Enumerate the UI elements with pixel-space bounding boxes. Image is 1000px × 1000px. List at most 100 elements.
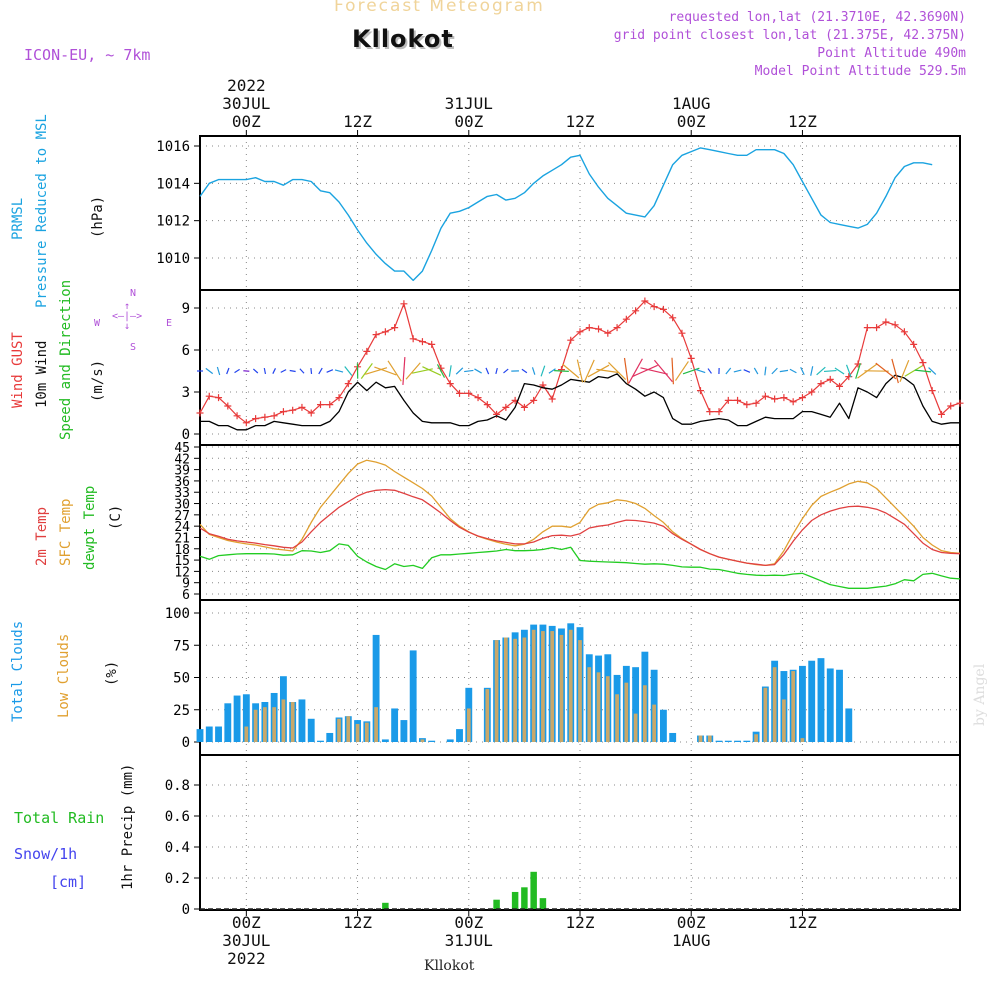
wind-arrow-icon: [682, 367, 700, 375]
y-tick-label: 9: [182, 577, 190, 592]
low-cloud-bar: [541, 631, 545, 742]
gust-marker: [483, 401, 491, 409]
wind-arrow-icon: [562, 363, 580, 379]
wind-arrow-icon: [272, 368, 277, 374]
gust-marker: [808, 388, 816, 396]
info-requested: requested lon,lat (21.3710E, 42.3690N): [668, 10, 966, 25]
gust-marker: [196, 409, 204, 417]
gust-marker: [678, 329, 686, 337]
time-label: 12Z: [565, 913, 595, 932]
gust-marker: [298, 403, 306, 411]
total-cloud-bar: [326, 732, 334, 742]
wind-arrow-icon: [205, 367, 214, 375]
wind-arrow-icon: [608, 361, 627, 381]
footer-station: Kllokot: [424, 958, 475, 974]
wind-arrow-icon: [365, 367, 388, 375]
gust-marker: [465, 389, 473, 397]
wind-arrow-icon: [891, 358, 899, 384]
dewpt-line: [199, 543, 961, 589]
low-cloud-bar: [772, 667, 777, 742]
gust-marker: [919, 359, 927, 367]
gust-marker: [761, 392, 769, 400]
total-cloud-bar: [317, 740, 324, 742]
wind-arrow-icon: [387, 360, 402, 382]
time-label: 30JUL: [222, 94, 271, 113]
gust-marker: [910, 340, 918, 348]
gust-marker: [706, 408, 714, 416]
gust-marker: [817, 380, 825, 388]
station-title: Kllokot: [352, 25, 454, 53]
low-cloud-bar: [337, 718, 341, 742]
y-tick-label: 1010: [156, 251, 190, 267]
low-cloud-bar: [605, 676, 610, 742]
wind-arrow-icon: [405, 362, 421, 380]
gust-marker: [687, 354, 695, 362]
wind-arrow-icon: [402, 356, 406, 386]
low-cloud-bar: [522, 637, 527, 742]
gust-marker: [585, 324, 593, 332]
wind-arrow-icon: [587, 364, 610, 378]
total-cloud-bar: [372, 634, 380, 742]
wind-arrow-icon: [779, 369, 789, 373]
gust-marker: [363, 347, 371, 355]
time-label: 00Z: [231, 913, 261, 932]
gust-marker: [428, 340, 436, 348]
panel-frame: [199, 289, 961, 446]
prmsl-line: [199, 147, 933, 282]
gust-marker: [900, 328, 908, 336]
wind-arrow-icon: [374, 366, 397, 376]
gust-marker: [252, 415, 260, 423]
low-cloud-bar: [707, 735, 712, 742]
gust-marker: [937, 410, 945, 418]
time-label: 31JUL: [444, 94, 493, 113]
time-label: 30JUL: [222, 931, 271, 950]
sfc-temp-line: [199, 459, 961, 567]
gust-marker: [771, 395, 779, 403]
y-tick-label: 42: [174, 452, 190, 467]
gust-marker: [474, 394, 482, 402]
wind-arrow-icon: [289, 369, 296, 373]
gust-marker: [502, 403, 510, 411]
wind-arrow-icon: [914, 369, 932, 373]
gust-marker: [632, 307, 640, 315]
y-tick-label: 45: [174, 441, 190, 456]
time-label: 12Z: [343, 913, 372, 932]
gust-marker: [780, 394, 788, 402]
time-label: 2022: [227, 949, 266, 968]
gust-marker: [576, 328, 584, 336]
gust-marker: [381, 328, 389, 336]
y-tick-label: 0: [182, 902, 190, 918]
time-label: 12Z: [787, 112, 817, 131]
low-cloud-bar: [253, 709, 258, 742]
wind-arrow-icon: [234, 368, 240, 374]
low-cloud-bar: [494, 640, 499, 742]
wind-arrow-icon: [875, 362, 897, 380]
low-cloud-bar: [346, 716, 351, 742]
gust-marker: [270, 412, 278, 420]
wind-arrow-icon: [263, 367, 267, 375]
low-cloud-bar: [791, 671, 796, 742]
wind-arrow-icon: [628, 358, 643, 384]
wind-arrow-icon: [280, 369, 287, 373]
y-tick-label: 0.6: [165, 809, 190, 825]
wind-arrow-icon: [810, 366, 814, 376]
gust-marker: [613, 324, 621, 332]
gust-marker: [224, 402, 232, 410]
gust-marker: [659, 305, 667, 313]
gust-marker: [493, 410, 501, 418]
rain-bar: [493, 899, 500, 909]
wind-arrow-icon: [226, 367, 230, 375]
gust-marker: [928, 387, 936, 395]
low-cloud-bar: [485, 689, 490, 742]
low-cloud-bar: [652, 704, 656, 742]
wind-arrow-icon: [334, 369, 344, 373]
time-label: 00Z: [454, 913, 484, 932]
low-cloud-bar: [290, 702, 295, 742]
wind-arrow-icon: [252, 368, 259, 374]
gust-marker: [242, 419, 250, 427]
rain-bar: [382, 902, 389, 909]
total-cloud-bar: [817, 658, 825, 742]
gust-marker: [567, 336, 575, 344]
y-tick-label: 6: [182, 343, 190, 359]
